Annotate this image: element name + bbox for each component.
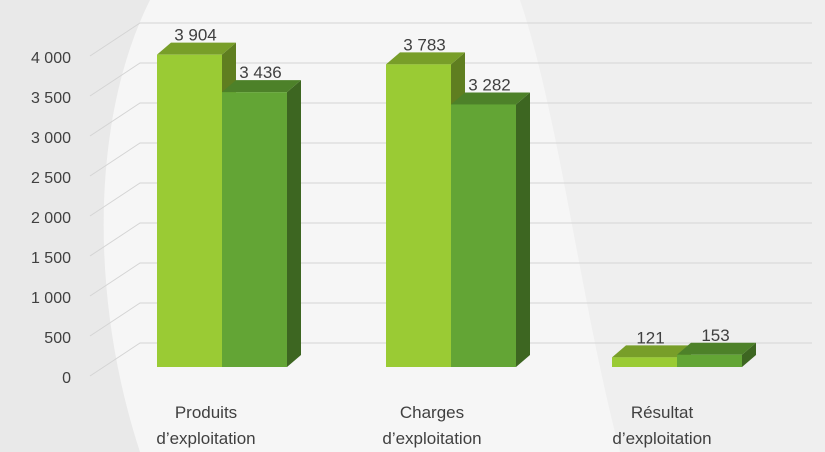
bars — [157, 42, 756, 368]
bar-top — [386, 52, 465, 65]
y-tick-label: 0 — [62, 370, 71, 387]
gridlines — [89, 22, 812, 377]
gridline — [89, 262, 812, 297]
gridline — [89, 142, 812, 177]
bar-side — [516, 92, 530, 367]
x-axis-categories: Produits d’exploitation Charges d’exploitat… — [156, 403, 711, 448]
x-category-label: Charges d’exploitation — [382, 403, 481, 448]
y-tick-label: 1 500 — [31, 250, 71, 267]
gridline — [89, 222, 812, 257]
y-tick-label: 4 000 — [31, 50, 71, 67]
y-tick-label: 1 000 — [31, 290, 71, 307]
gridline — [89, 342, 812, 377]
x-category-label: Résultat d’exploitation — [612, 403, 711, 448]
y-axis-ticks: 0 500 1 000 1 500 2 000 2 500 3 000 3 500 4 000 — [31, 50, 71, 387]
bar-front — [386, 64, 451, 368]
gridline — [89, 22, 812, 57]
bar-top — [451, 92, 530, 105]
y-tick-label: 3 500 — [31, 90, 71, 107]
bar — [222, 80, 301, 368]
gridline — [89, 62, 812, 97]
bar-front — [451, 104, 516, 367]
y-tick-label: 3 000 — [31, 130, 71, 147]
bar — [451, 92, 530, 367]
data-label: 121 — [636, 328, 664, 347]
gridline — [89, 182, 812, 217]
y-tick-label: 2 500 — [31, 170, 71, 187]
bar-top — [222, 80, 301, 93]
background-sweep-right — [520, 0, 825, 452]
gridline — [89, 302, 812, 337]
bar — [677, 342, 756, 367]
bar-top — [157, 42, 236, 55]
data-label: 3 904 — [174, 26, 217, 45]
bar-top — [612, 345, 691, 358]
data-label: 3 282 — [468, 75, 511, 94]
gridline — [89, 102, 812, 137]
bar-side — [287, 80, 301, 368]
data-label: 3 436 — [239, 63, 282, 82]
y-tick-label: 500 — [44, 330, 71, 347]
data-label: 153 — [701, 326, 729, 345]
bar-front — [157, 54, 222, 368]
data-labels: 3 904 3 436 3 783 3 282 121 153 — [174, 26, 729, 348]
bar-front — [612, 357, 677, 367]
bar-side — [742, 342, 756, 367]
x-category-label: Produits d’exploitation — [156, 403, 255, 448]
y-tick-label: 2 000 — [31, 210, 71, 227]
bar-front — [222, 92, 287, 368]
bar-front — [677, 354, 742, 367]
data-label: 3 783 — [403, 35, 446, 54]
background-sweep-left — [0, 0, 150, 452]
bar-top — [677, 342, 756, 355]
